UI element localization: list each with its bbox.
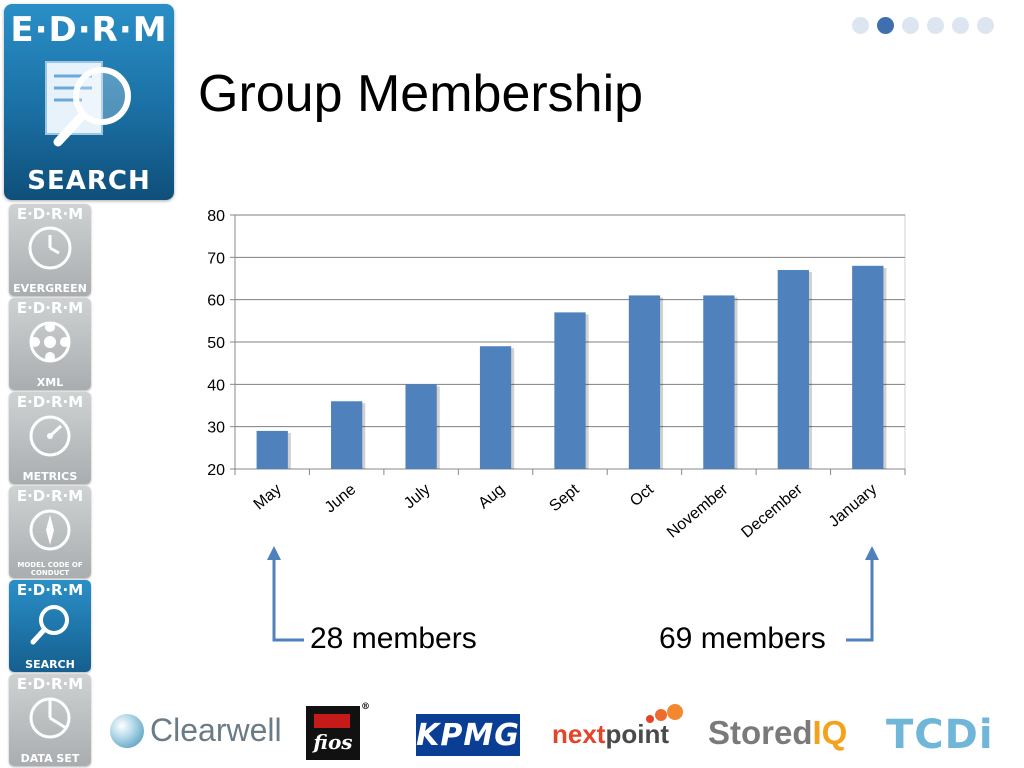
storediq-text-stored: Stored	[708, 714, 813, 751]
pager-dot-active[interactable]	[877, 17, 894, 34]
globe-icon	[110, 713, 144, 748]
pager-dot[interactable]	[977, 17, 994, 34]
tile-brand: E·D·R·M	[16, 487, 84, 505]
tile-metrics[interactable]: E·D·R·M METRICS	[9, 392, 91, 484]
bar	[554, 312, 586, 469]
membership-bar-chart: 20 30 40 50 60 70 80 May June July Aug Sept Oct Novem…	[207, 208, 906, 542]
nextpoint-text-next: next	[552, 719, 606, 749]
y-tick-label: 40	[207, 377, 225, 394]
tile-brand: E·D·R·M	[16, 675, 84, 693]
x-tick-label: July	[401, 481, 434, 512]
x-tick-label: Aug	[475, 481, 508, 512]
registered-mark: ®	[361, 702, 370, 712]
logo-brand: E·D·R·M	[10, 10, 168, 50]
fios-logo: fios ®	[306, 702, 370, 760]
tile-model-code[interactable]: E·D·R·M MODEL CODE OF CONDUCT	[9, 486, 91, 578]
clock-icon	[28, 226, 72, 270]
magnifier-icon	[30, 605, 69, 645]
tile-word: METRICS	[22, 470, 78, 483]
tile-search[interactable]: E·D·R·M SEARCH	[9, 580, 91, 672]
clearwell-logo: Clearwell	[110, 712, 282, 749]
kpmg-text: KPMG	[416, 717, 520, 753]
x-tick-label: January	[826, 481, 881, 531]
tile-brand: E·D·R·M	[16, 299, 84, 317]
x-tick-label: Oct	[627, 481, 657, 510]
x-tick-label: December	[738, 481, 806, 542]
y-tick-label: 50	[207, 335, 225, 352]
y-tick-label: 80	[207, 208, 225, 225]
bar	[479, 346, 512, 469]
storediq-logo: Stored IQ	[708, 714, 847, 752]
tile-brand: E·D·R·M	[16, 393, 84, 411]
bar	[777, 270, 809, 469]
x-tick-label: November	[664, 481, 732, 542]
y-tick-label: 70	[207, 250, 225, 267]
bar	[852, 265, 884, 469]
pie-icon	[29, 697, 71, 739]
bar	[256, 430, 288, 469]
bar	[628, 295, 661, 469]
tcdi-logo: TCDi	[886, 712, 994, 758]
flag-icon	[314, 714, 350, 728]
slide-pager	[852, 17, 994, 34]
tile-word: XML	[36, 376, 64, 389]
pager-dot[interactable]	[852, 17, 869, 34]
y-tick-label: 60	[207, 293, 225, 310]
tile-xml[interactable]: E·D·R·M XML	[9, 298, 91, 390]
pager-dot[interactable]	[902, 17, 919, 34]
logo-word: SEARCH	[27, 166, 151, 196]
pager-dot[interactable]	[927, 17, 944, 34]
x-tick-label: Sept	[546, 481, 583, 516]
pager-dot[interactable]	[952, 17, 969, 34]
compass-icon	[29, 509, 71, 551]
network-icon	[29, 321, 71, 363]
bar	[703, 295, 735, 469]
bar	[331, 401, 363, 469]
tile-word: SEARCH	[25, 658, 75, 671]
tile-data-set[interactable]: E·D·R·M DATA SET	[9, 674, 91, 766]
left-up-arrow-icon	[267, 546, 304, 642]
annotation-end-members: 69 members	[659, 622, 826, 655]
slide-title: Group Membership	[198, 65, 644, 123]
right-up-arrow-icon	[846, 546, 879, 642]
tile-word: MODEL CODE OF CONDUCT	[17, 561, 83, 577]
tile-evergreen[interactable]: E·D·R·M EVERGREEN	[9, 204, 91, 296]
y-tick-label: 20	[207, 462, 225, 479]
tile-brand: E·D·R·M	[16, 581, 84, 599]
tile-word: EVERGREEN	[13, 282, 87, 295]
annotation-start-members: 28 members	[310, 622, 477, 655]
magnifier-icon	[45, 61, 131, 147]
gauge-icon	[29, 415, 71, 457]
x-tick-label: May	[251, 481, 285, 513]
bubbles-icon	[646, 704, 683, 723]
y-tick-label: 30	[207, 420, 225, 437]
kpmg-logo: KPMG	[416, 714, 520, 756]
tile-brand: E·D·R·M	[16, 205, 84, 223]
storediq-text-iq: IQ	[812, 714, 848, 751]
bar	[405, 384, 437, 469]
fios-text: fios	[313, 730, 353, 754]
tcdi-text: TCDi	[886, 712, 994, 758]
x-tick-label: June	[322, 481, 360, 516]
nextpoint-text-point: point	[605, 719, 669, 749]
tile-word: DATA SET	[20, 752, 80, 765]
clearwell-text: Clearwell	[150, 712, 282, 748]
nextpoint-logo: next point	[552, 704, 683, 750]
edrm-search-logo: E·D·R·M SEARCH	[4, 4, 174, 200]
